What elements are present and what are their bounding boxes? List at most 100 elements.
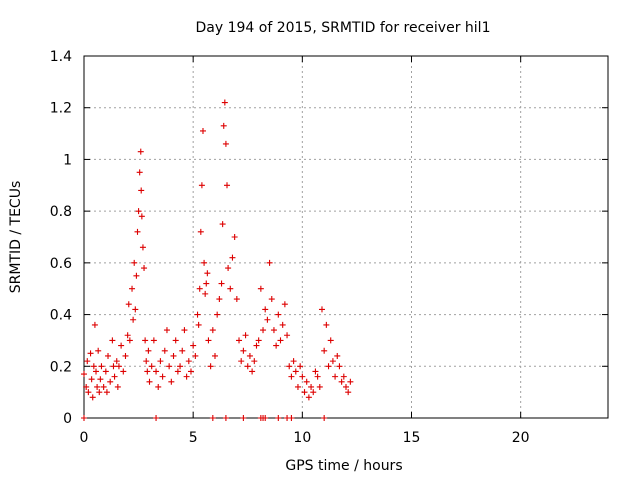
data-point [190, 342, 197, 349]
data-point [308, 383, 315, 390]
data-point [268, 296, 275, 303]
x-tick-label: 0 [80, 430, 89, 446]
data-point [220, 122, 227, 129]
data-point [218, 280, 225, 287]
data-point [148, 363, 155, 370]
data-point [314, 373, 321, 380]
data-point [137, 148, 144, 155]
data-point [102, 368, 109, 375]
y-tick-label: 1.2 [50, 101, 72, 117]
data-point [168, 378, 175, 385]
data-point [159, 373, 166, 380]
data-point [144, 368, 151, 375]
data-point [96, 389, 103, 396]
data-point [227, 285, 234, 292]
data-point [155, 383, 162, 390]
data-points [81, 99, 354, 421]
data-point [321, 415, 328, 421]
data-point [284, 332, 291, 339]
data-point [310, 389, 317, 396]
data-point [257, 285, 264, 292]
data-point [141, 265, 148, 272]
data-point [150, 337, 157, 344]
data-point [163, 327, 170, 334]
y-tick-labels: 0 0.2 0.4 0.6 0.8 1 1.2 1.4 [50, 49, 72, 427]
data-point [338, 378, 345, 385]
data-point [115, 363, 122, 370]
data-point [229, 254, 236, 261]
x-axis-label: GPS time / hours [285, 458, 402, 474]
data-point [303, 378, 310, 385]
data-point [91, 321, 98, 328]
data-point [222, 140, 229, 147]
data-point [233, 296, 240, 303]
data-point [122, 352, 129, 359]
data-point [98, 363, 105, 370]
data-point [201, 259, 208, 266]
data-point [343, 383, 349, 390]
data-point [125, 301, 132, 308]
data-point [281, 301, 288, 308]
data-point [81, 415, 87, 421]
data-point [260, 327, 267, 334]
data-point [202, 290, 209, 297]
y-tick-label: 0 [63, 411, 72, 427]
data-point [89, 394, 96, 401]
data-point [297, 363, 304, 370]
data-point [136, 169, 143, 176]
data-point [166, 363, 173, 370]
data-point [107, 378, 114, 385]
data-point [129, 285, 136, 292]
data-point [323, 321, 330, 328]
data-point [288, 415, 295, 421]
data-point [87, 350, 94, 357]
data-point [153, 368, 160, 375]
data-point [139, 244, 146, 251]
data-point [131, 259, 138, 266]
data-point [262, 415, 269, 421]
data-point [273, 342, 280, 349]
axis-ticks [83, 55, 608, 419]
data-point [90, 363, 97, 370]
data-point [292, 368, 299, 375]
data-point [97, 376, 104, 383]
data-point [85, 389, 92, 396]
data-point [334, 352, 341, 359]
data-point [179, 347, 186, 354]
data-point [264, 316, 271, 323]
data-point [94, 383, 101, 390]
data-point [305, 394, 312, 401]
data-point [132, 306, 139, 313]
data-point [275, 415, 282, 421]
data-point [153, 415, 160, 421]
data-point [177, 363, 184, 370]
data-point [100, 383, 107, 390]
data-point [212, 352, 218, 359]
data-point [253, 342, 260, 349]
data-point [198, 182, 205, 189]
data-point [222, 415, 229, 421]
data-point [321, 347, 328, 354]
data-point [219, 221, 226, 228]
data-point [238, 358, 245, 365]
data-point [205, 337, 212, 344]
data-point [133, 272, 140, 279]
data-point [161, 347, 168, 354]
data-point [294, 383, 301, 390]
data-point [114, 383, 121, 390]
data-point [209, 415, 216, 421]
data-point [221, 99, 228, 106]
data-point [183, 373, 190, 380]
data-point [231, 234, 238, 240]
x-tick-label: 15 [403, 430, 421, 446]
data-point [270, 327, 277, 334]
data-point [81, 371, 87, 378]
series-hil1 [81, 99, 354, 401]
data-point [290, 358, 297, 365]
data-point [207, 363, 214, 370]
grid-layer [84, 56, 608, 418]
data-point [299, 373, 306, 380]
data-point [157, 358, 164, 365]
data-point [185, 358, 192, 365]
